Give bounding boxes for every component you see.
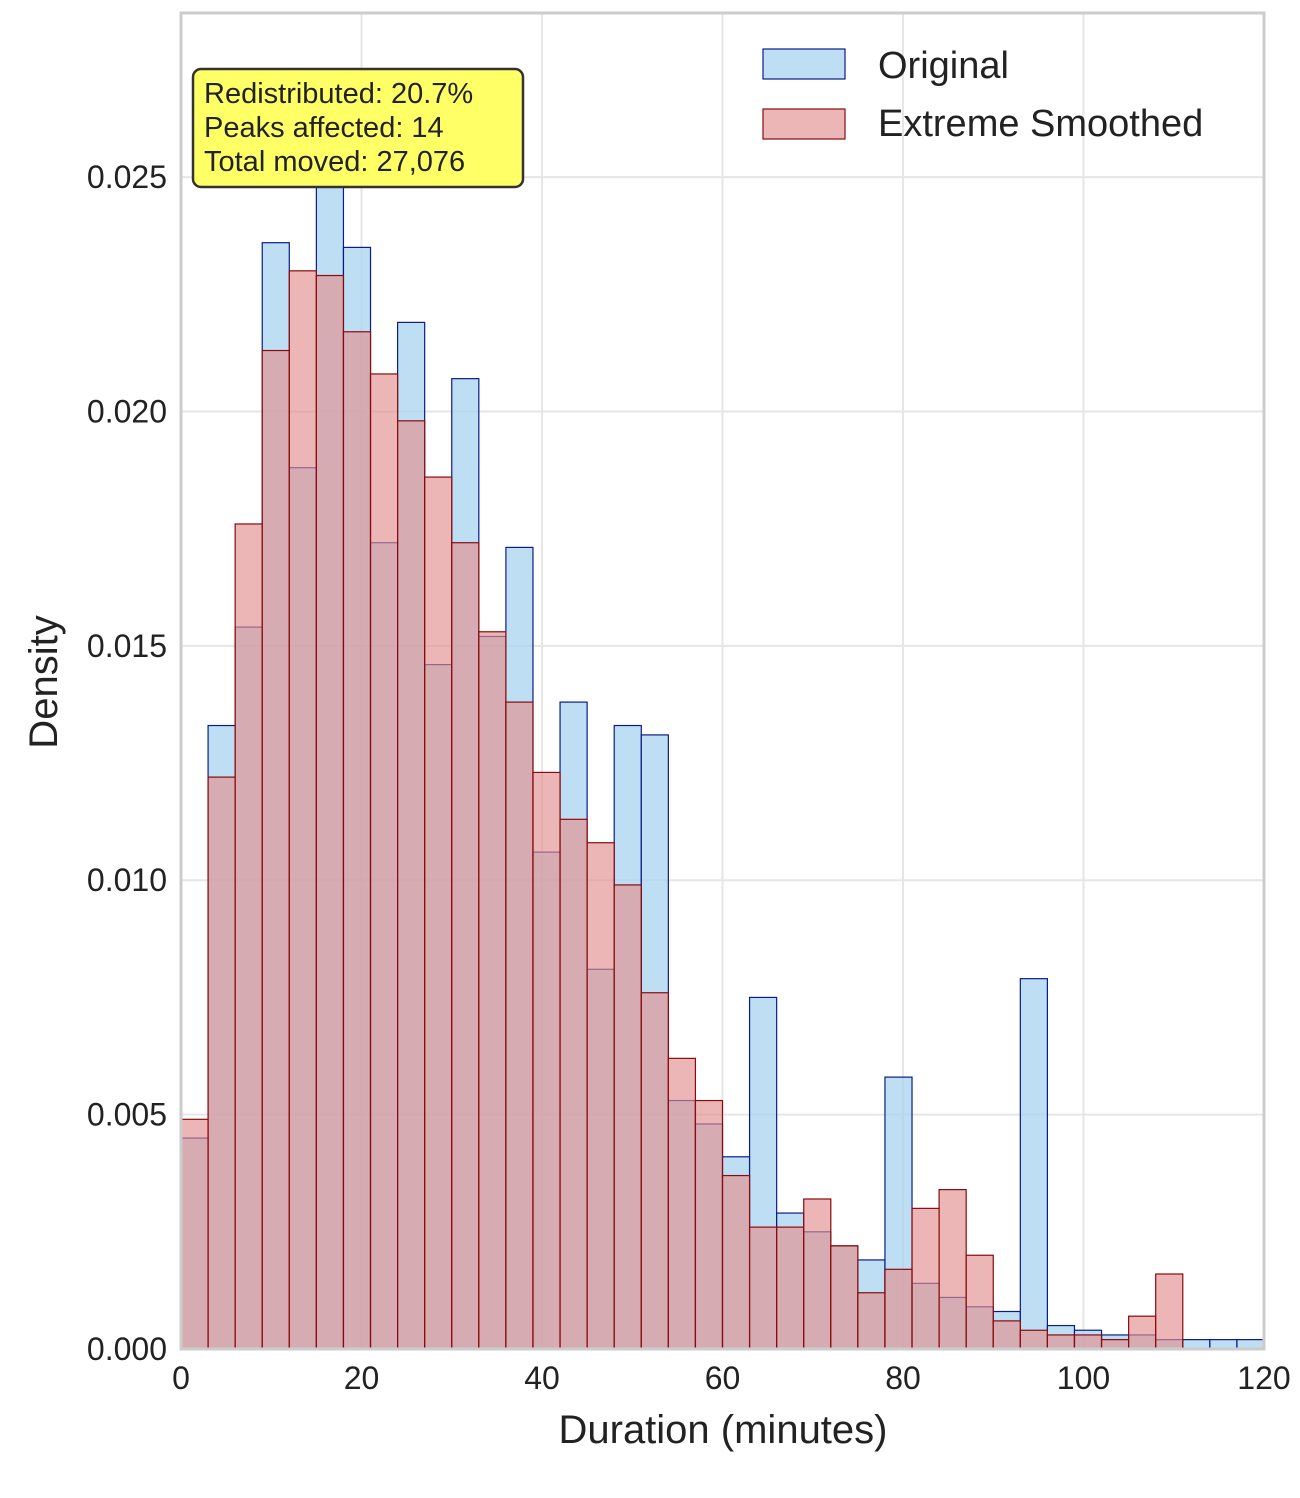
bar-extreme-smoothed	[748, 1226, 778, 1350]
bar-extreme-smoothed	[667, 1057, 697, 1350]
bar-extreme-smoothed	[261, 349, 290, 1350]
bar-extreme-smoothed	[884, 1268, 913, 1350]
bar-extreme-smoothed	[505, 701, 534, 1350]
x-tick-label: 20	[344, 1360, 380, 1396]
bar-extreme-smoothed	[315, 274, 345, 1350]
x-tick-label: 40	[524, 1360, 560, 1396]
plot-frame	[179, 11, 1266, 1351]
y-tick-label: 0.015	[87, 628, 167, 664]
bar-extreme-smoothed	[342, 331, 372, 1350]
bar-extreme-smoothed	[1128, 1315, 1157, 1350]
bar-extreme-smoothed	[911, 1207, 940, 1350]
bar-extreme-smoothed	[234, 523, 263, 1350]
bar-extreme-smoothed	[857, 1292, 886, 1350]
bar-extreme-smoothed	[532, 771, 561, 1350]
bar-extreme-smoothed	[1155, 1273, 1184, 1350]
legend-swatch-original	[762, 48, 846, 80]
bar-extreme-smoothed	[938, 1189, 967, 1350]
legend-swatch-extreme-smoothed	[762, 108, 846, 140]
y-axis-label: Density	[22, 615, 66, 748]
bar-extreme-smoothed	[424, 476, 453, 1350]
x-tick-label: 100	[1057, 1360, 1110, 1396]
bar-extreme-smoothed	[830, 1245, 859, 1350]
bar-extreme-smoothed	[369, 373, 399, 1350]
y-tick-label: 0.000	[87, 1331, 167, 1367]
bar-extreme-smoothed	[1019, 1329, 1049, 1350]
bar-extreme-smoothed	[694, 1099, 724, 1350]
bar-extreme-smoothed	[180, 1118, 209, 1350]
bar-extreme-smoothed	[1046, 1334, 1076, 1350]
bar-extreme-smoothed	[992, 1320, 1021, 1350]
series-extreme-smoothed-bars	[180, 270, 1184, 1350]
bar-extreme-smoothed	[721, 1174, 751, 1350]
x-axis-label: Duration (minutes)	[558, 1408, 887, 1452]
bar-extreme-smoothed	[803, 1198, 832, 1350]
bar-extreme-smoothed	[613, 884, 642, 1350]
bar-extreme-smoothed	[776, 1226, 805, 1350]
annotation-peaks-affected: Peaks affected: 14	[204, 112, 444, 144]
x-tick-label: 80	[885, 1360, 921, 1396]
y-tick-label: 0.020	[87, 393, 167, 429]
annotation-box	[191, 67, 525, 189]
y-tick-label: 0.025	[87, 159, 167, 195]
bar-extreme-smoothed	[640, 992, 669, 1350]
y-tick-label: 0.005	[87, 1097, 167, 1133]
legend-label-extreme-smoothed: Extreme Smoothed	[878, 103, 1203, 145]
y-tick-label: 0.010	[87, 862, 167, 898]
x-tick-label: 0	[172, 1360, 190, 1396]
bar-extreme-smoothed	[586, 842, 615, 1350]
bar-original	[1019, 978, 1049, 1350]
x-axis-ticks: 0 20 40 60 80 100 120	[172, 1360, 1291, 1396]
x-tick-label: 120	[1237, 1360, 1290, 1396]
bar-extreme-smoothed	[451, 542, 480, 1350]
bar-extreme-smoothed	[288, 270, 317, 1350]
legend-label-original: Original	[878, 45, 1009, 87]
bar-extreme-smoothed	[207, 776, 236, 1350]
bar-extreme-smoothed	[965, 1254, 994, 1350]
x-tick-label: 60	[705, 1360, 741, 1396]
bar-extreme-smoothed	[397, 420, 426, 1350]
y-axis-ticks: 0.000 0.005 0.010 0.015 0.020 0.025	[87, 159, 167, 1367]
stats-annotation: Redistributed: 20.7% Peaks affected: 14 …	[191, 67, 525, 189]
bar-extreme-smoothed	[478, 631, 507, 1350]
bar-extreme-smoothed	[1073, 1334, 1103, 1350]
legend: Original Extreme Smoothed	[762, 45, 1203, 145]
annotation-redistributed: Redistributed: 20.7%	[204, 78, 473, 110]
annotation-total-moved: Total moved: 27,076	[204, 146, 465, 178]
bar-extreme-smoothed	[559, 818, 588, 1350]
